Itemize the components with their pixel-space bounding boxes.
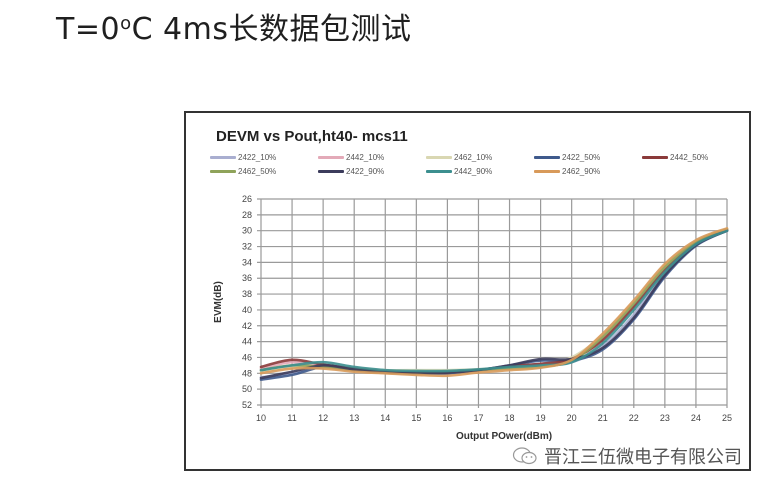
svg-text:24: 24 xyxy=(691,413,701,423)
legend-item: 2442_10% xyxy=(318,153,426,162)
legend-item: 2462_10% xyxy=(426,153,534,162)
title-prefix: T=0 xyxy=(56,12,121,47)
svg-text:18: 18 xyxy=(505,413,515,423)
svg-text:36: 36 xyxy=(242,273,252,283)
svg-text:21: 21 xyxy=(598,413,608,423)
legend-item: 2442_50% xyxy=(642,153,750,162)
series-line xyxy=(259,228,729,375)
legend-label: 2442_50% xyxy=(670,153,709,162)
legend-item: 2422_50% xyxy=(534,153,642,162)
svg-text:25: 25 xyxy=(722,413,732,423)
legend-swatch xyxy=(534,170,560,173)
svg-text:48: 48 xyxy=(242,368,252,378)
watermark-text: 晋江三伍微电子有限公司 xyxy=(544,447,742,468)
series-line xyxy=(259,229,729,373)
svg-text:32: 32 xyxy=(242,242,252,252)
wechat-icon xyxy=(512,447,537,465)
legend-item: 2462_50% xyxy=(210,167,318,176)
chart-title: DEVM vs Pout,ht40- mcs11 xyxy=(216,128,408,145)
legend-label: 2462_90% xyxy=(562,167,601,176)
legend-label: 2462_50% xyxy=(238,167,277,176)
legend-swatch xyxy=(642,156,668,159)
title-degree: o xyxy=(120,13,132,34)
legend-label: 2422_90% xyxy=(346,167,385,176)
svg-text:EVM(dB): EVM(dB) xyxy=(213,281,224,323)
svg-text:12: 12 xyxy=(318,413,328,423)
svg-text:Output POwer(dBm): Output POwer(dBm) xyxy=(456,431,552,442)
legend-swatch xyxy=(534,156,560,159)
svg-text:15: 15 xyxy=(411,413,421,423)
watermark: 晋江三伍微电子有限公司 xyxy=(512,443,742,469)
legend-item: 2462_90% xyxy=(534,167,642,176)
svg-text:22: 22 xyxy=(629,413,639,423)
svg-text:42: 42 xyxy=(242,321,252,331)
legend-swatch xyxy=(318,170,344,173)
series-line xyxy=(259,227,729,374)
svg-text:20: 20 xyxy=(567,413,577,423)
svg-text:13: 13 xyxy=(349,413,359,423)
svg-text:50: 50 xyxy=(242,384,252,394)
series-line xyxy=(259,229,729,379)
legend-label: 2442_90% xyxy=(454,167,493,176)
legend-item: 2422_10% xyxy=(210,153,318,162)
legend-label: 2422_50% xyxy=(562,153,601,162)
legend-label: 2442_10% xyxy=(346,153,385,162)
svg-text:28: 28 xyxy=(242,210,252,220)
svg-text:46: 46 xyxy=(242,352,252,362)
chart-container: DEVM vs Pout,ht40- mcs11 2422_10% 2442_10… xyxy=(184,111,751,471)
svg-text:14: 14 xyxy=(380,413,390,423)
series-line xyxy=(259,227,729,374)
slide-title: T=0oC 4ms长数据包测试 xyxy=(56,4,412,48)
legend-label: 2462_10% xyxy=(454,153,493,162)
series-line xyxy=(259,227,729,378)
legend-swatch xyxy=(210,156,236,159)
legend-swatch xyxy=(426,170,452,173)
svg-text:34: 34 xyxy=(242,257,252,267)
legend-swatch xyxy=(318,156,344,159)
svg-text:52: 52 xyxy=(242,400,252,410)
svg-text:26: 26 xyxy=(242,194,252,204)
svg-text:17: 17 xyxy=(473,413,483,423)
svg-text:40: 40 xyxy=(242,305,252,315)
series-line xyxy=(259,229,729,380)
svg-text:38: 38 xyxy=(242,289,252,299)
svg-text:19: 19 xyxy=(536,413,546,423)
title-suffix: C 4ms长数据包测试 xyxy=(131,12,412,47)
svg-text:16: 16 xyxy=(442,413,452,423)
series-line xyxy=(259,228,729,374)
legend-swatch xyxy=(426,156,452,159)
svg-text:44: 44 xyxy=(242,337,252,347)
legend-item: 2442_90% xyxy=(426,167,534,176)
svg-text:11: 11 xyxy=(287,413,296,423)
legend-swatch xyxy=(210,170,236,173)
svg-text:23: 23 xyxy=(660,413,670,423)
legend-item: 2422_90% xyxy=(318,167,426,176)
svg-text:10: 10 xyxy=(256,413,266,423)
legend-label: 2422_10% xyxy=(238,153,277,162)
chart-legend: 2422_10% 2442_10% 2462_10% 2422_50% 2442_50%… xyxy=(210,153,750,176)
svg-text:30: 30 xyxy=(242,226,252,236)
